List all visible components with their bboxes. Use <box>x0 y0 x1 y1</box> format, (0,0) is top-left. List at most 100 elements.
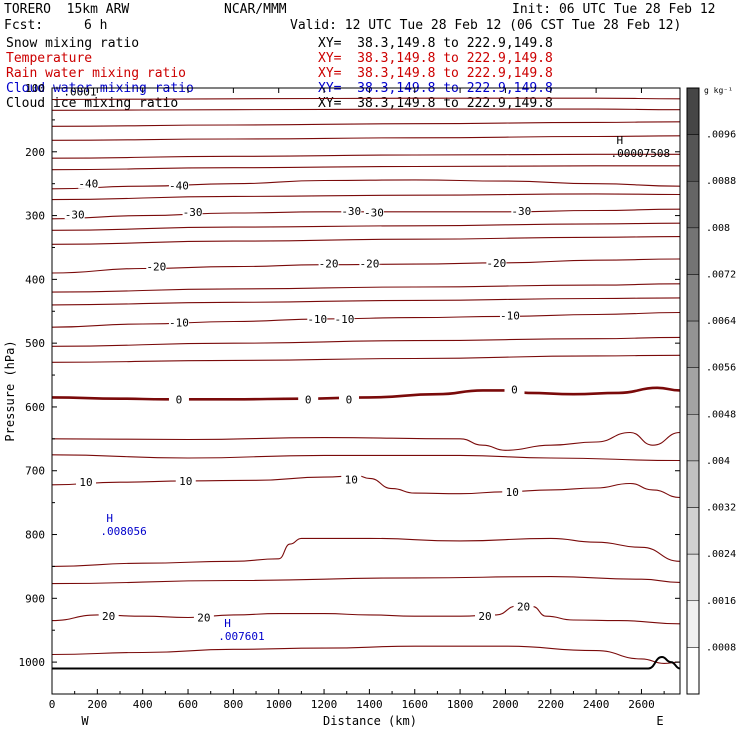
contour-label: -10 <box>307 313 327 326</box>
isotherm-line <box>51 97 681 101</box>
forecast-value: 6 h <box>84 18 108 33</box>
isotherm-line <box>51 454 681 462</box>
contour-label: -30 <box>364 206 384 219</box>
colorbar-label: .008 <box>706 223 730 234</box>
colorbar-label: .0024 <box>706 549 736 560</box>
field-name-rain: Rain water mixing ratio <box>6 66 187 81</box>
isotherm-line <box>51 236 681 245</box>
contour-label: -20 <box>319 257 339 270</box>
isotherm-line <box>51 193 681 201</box>
isotherm-line <box>51 222 681 231</box>
isotherm-line--40 <box>51 179 681 190</box>
extremum-marker: H <box>617 134 624 147</box>
valid-time: Valid: 12 UTC Tue 28 Feb 12 (06 CST Tue … <box>290 18 682 33</box>
x-tick-label: 2000 <box>492 698 519 711</box>
field-xy-snow: XY= 38.3,149.8 to 222.9,149.8 <box>318 36 553 51</box>
contour-label: -10 <box>335 313 355 326</box>
x-axis-title: Distance (km) <box>323 714 417 728</box>
x-tick-label: 2200 <box>538 698 565 711</box>
isotherm-line <box>51 153 680 159</box>
contour-label-bg <box>318 257 339 269</box>
contour-label-bg <box>168 393 189 405</box>
field-name-snow: Snow mixing ratio <box>6 36 140 51</box>
contour-label-bg <box>307 312 328 324</box>
y-tick-label: 400 <box>25 273 45 286</box>
contour-label-bg <box>193 611 214 623</box>
contour-label-bg <box>502 485 523 497</box>
contour-label: -10 <box>169 317 189 330</box>
contour-label: 20 <box>517 601 530 614</box>
colorbar-segment <box>686 274 700 322</box>
colorbar-label: .0048 <box>706 409 736 420</box>
isotherm-line <box>51 283 681 293</box>
extremum-marker: H <box>106 512 113 525</box>
contour-label-bg <box>513 600 534 612</box>
isotherm-line-10 <box>51 475 681 499</box>
x-tick-label: 0 <box>49 698 56 711</box>
colorbar-segment <box>686 87 700 135</box>
colorbar-label: .004 <box>706 456 730 467</box>
contour-label: 10 <box>506 486 519 499</box>
contour-label-bg <box>76 476 97 488</box>
isotherm-line <box>51 431 681 451</box>
extremum-value: .00007508 <box>611 147 671 160</box>
contour-label-bg <box>363 206 384 218</box>
x-tick-label: 1800 <box>447 698 474 711</box>
contour-label-bg <box>168 316 189 328</box>
isotherm-line--10 <box>51 311 681 328</box>
x-tick-label: 2600 <box>628 698 655 711</box>
contour-label-bg <box>78 177 99 189</box>
contour-label: 0 <box>305 393 312 406</box>
isotherm-line <box>51 576 681 585</box>
surface-line <box>52 655 681 670</box>
contour-label-bg <box>168 179 189 191</box>
isotherm-line <box>51 537 681 567</box>
contour-label-bg <box>298 393 319 405</box>
contour-label: 20 <box>478 610 491 623</box>
colorbar-segment <box>686 180 700 229</box>
colorbar-segment <box>686 134 700 182</box>
y-tick-label: 700 <box>25 465 45 478</box>
contour-label-bg <box>359 257 380 269</box>
isotherm-line <box>51 108 681 111</box>
colorbar-label: .0056 <box>706 363 736 374</box>
extremum-value: .007601 <box>218 630 264 643</box>
isotherm-line <box>51 135 681 141</box>
colorbar-segment <box>686 227 700 275</box>
field-xy-rain: XY= 38.3,149.8 to 222.9,149.8 <box>318 66 553 81</box>
colorbar-label: .0072 <box>706 269 736 280</box>
isotherm-line <box>51 297 681 306</box>
contour-label: 10 <box>345 474 358 487</box>
colorbar-frame <box>686 87 700 695</box>
colorbar-segment <box>686 647 700 695</box>
contour-label-bg <box>511 205 532 217</box>
colorbar-label: .0096 <box>706 130 736 141</box>
extremum-marker: H <box>224 617 231 630</box>
field-xy-cloud-ice: XY= 38.3,149.8 to 222.9,149.8 <box>318 96 553 111</box>
contour-label: 20 <box>197 611 210 624</box>
colorbar: .0096 .0088 .008 .0072 .0064 .0056 .0048 .004 .0… <box>686 87 736 695</box>
y-axis-title: Pressure (hPa) <box>3 340 17 441</box>
y-tick-label: 100 <box>25 82 45 95</box>
contour-label-bg <box>338 393 359 405</box>
west-label: W <box>81 714 89 728</box>
x-tick-label: 1600 <box>401 698 428 711</box>
colorbar-label: .0088 <box>706 176 736 187</box>
isotherm-line-0 <box>51 386 681 401</box>
extremum-value: .008056 <box>100 525 146 538</box>
contour-label-bg <box>475 610 496 622</box>
contour-label: -20 <box>146 261 166 274</box>
contour-label: -20 <box>486 257 506 270</box>
isotherm-line <box>51 336 681 347</box>
extremum-marker: .0001 <box>63 86 96 99</box>
isotherm-line <box>51 645 681 664</box>
x-tick-label: 2400 <box>583 698 610 711</box>
contour-label-bg <box>334 312 355 324</box>
colorbar-label: .0064 <box>706 316 736 327</box>
contour-label: 0 <box>511 384 518 397</box>
colorbar-segment <box>686 507 700 555</box>
colorbar-label: .0008 <box>706 642 736 653</box>
temperature-contours: -40 -40-30 -30 -30 -30 -30-20 -20 -20 -20-10 -10-… <box>51 97 681 670</box>
